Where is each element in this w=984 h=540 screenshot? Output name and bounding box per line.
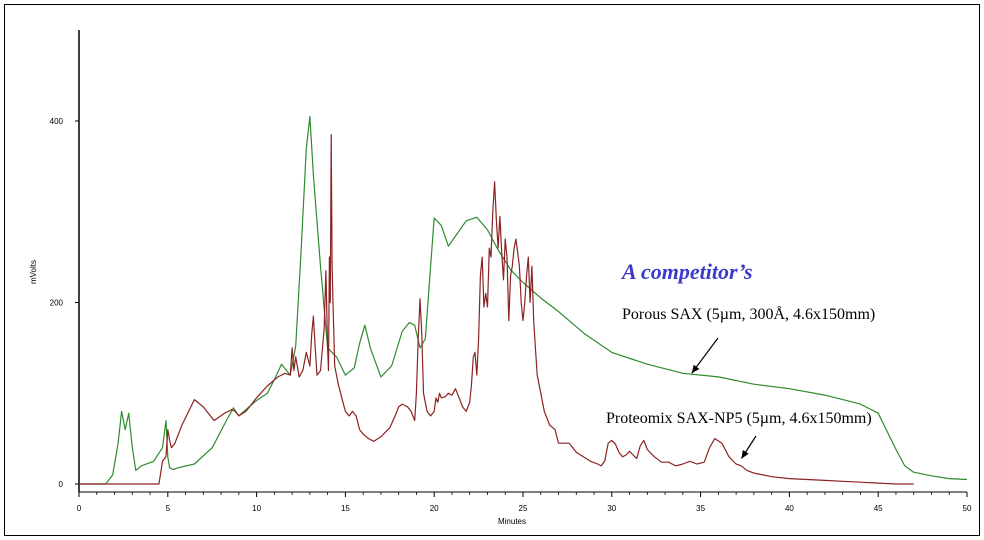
x-tick-label: 30 <box>607 504 616 513</box>
x-tick-label: 35 <box>696 504 705 513</box>
annotation-arrowhead-1 <box>691 364 700 374</box>
x-tick-label: 25 <box>519 504 528 513</box>
axes: 0 5 10 15 20 25 30 35 40 45 50 0 200 400 <box>50 30 972 513</box>
y-tick-label: 400 <box>50 117 64 126</box>
x-tick-label: 40 <box>785 504 794 513</box>
annotation-competitor: A competitor’s <box>620 259 753 284</box>
y-axis-title: mVolts <box>29 260 38 284</box>
annotation-arrowhead-2 <box>741 449 749 459</box>
y-tick-label: 0 <box>59 480 64 489</box>
x-tick-label: 10 <box>252 504 261 513</box>
series-line-1 <box>79 115 968 485</box>
x-tick-label: 15 <box>341 504 350 513</box>
annotation-porous-sax: Porous SAX (5µm, 300Å, 4.6x150mm) <box>622 305 875 323</box>
x-tick-label: 20 <box>430 504 439 513</box>
series-line-2 <box>79 134 914 485</box>
series-layer <box>79 115 968 485</box>
x-tick-label: 0 <box>77 504 82 513</box>
y-tick-label: 200 <box>50 299 64 308</box>
x-tick-label: 5 <box>166 504 171 513</box>
x-tick-label: 50 <box>963 504 972 513</box>
x-axis-title: Minutes <box>498 517 526 526</box>
annotation-proteomix-sax: Proteomix SAX-NP5 (5µm, 4.6x150mm) <box>606 410 872 427</box>
x-tick-label: 45 <box>874 504 883 513</box>
annotation-layer: A competitor’s Porous SAX (5µm, 300Å, 4.… <box>606 259 875 459</box>
